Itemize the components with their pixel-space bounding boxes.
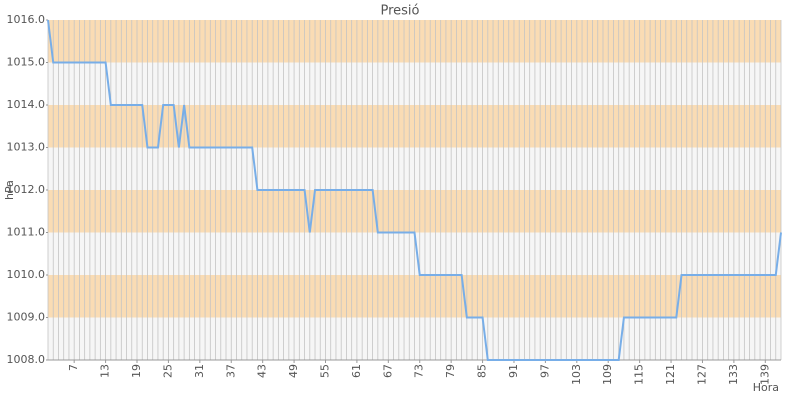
x-tick-label: 67	[381, 364, 394, 378]
x-tick-label: 7	[67, 364, 80, 371]
x-tick-label: 109	[601, 364, 614, 385]
x-tick-label: 25	[161, 364, 174, 378]
x-axis-label: Hora	[753, 381, 779, 394]
y-tick-label: 1014.0	[7, 98, 46, 111]
x-tick-label: 37	[224, 364, 237, 378]
x-tick-label: 79	[444, 364, 457, 378]
y-tick-label: 1012.0	[7, 183, 46, 196]
y-tick-label: 1010.0	[7, 268, 46, 281]
x-tick-label: 13	[99, 364, 112, 378]
data-line	[47, 19, 782, 361]
y-axis-label: hPa	[3, 180, 16, 200]
x-tick-label: 127	[695, 364, 708, 385]
y-tick-label: 1013.0	[7, 141, 46, 154]
x-tick-label: 43	[256, 364, 269, 378]
x-tick-label: 19	[130, 364, 143, 378]
x-tick-label: 97	[538, 364, 551, 378]
y-tick-label: 1011.0	[7, 226, 46, 239]
y-tick-label: 1009.0	[7, 311, 46, 324]
chart-title: Presió	[380, 4, 419, 19]
x-tick-label: 31	[193, 364, 206, 378]
x-tick-label: 103	[570, 364, 583, 385]
x-tick-label: 91	[507, 364, 520, 378]
x-tick-label: 61	[350, 364, 363, 378]
y-tick-label: 1008.0	[7, 353, 46, 366]
y-tick-label: 1016.0	[7, 13, 46, 26]
x-tick-label: 121	[664, 364, 677, 385]
x-tick-label: 139	[758, 364, 771, 385]
x-tick-label: 73	[413, 364, 426, 378]
x-tick-label: 115	[633, 364, 646, 385]
x-tick-label: 85	[476, 364, 489, 378]
y-tick-label: 1015.0	[7, 56, 46, 69]
x-tick-label: 49	[287, 364, 300, 378]
x-tick-label: 55	[318, 364, 331, 378]
x-tick-label: 133	[727, 364, 740, 385]
